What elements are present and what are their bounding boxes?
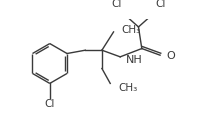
Text: NH: NH xyxy=(126,54,143,64)
Text: Cl: Cl xyxy=(155,0,166,9)
Text: O: O xyxy=(166,51,175,61)
Text: CH₃: CH₃ xyxy=(122,24,141,34)
Text: Cl: Cl xyxy=(45,98,55,108)
Text: Cl: Cl xyxy=(112,0,122,9)
Text: CH₃: CH₃ xyxy=(118,82,138,92)
